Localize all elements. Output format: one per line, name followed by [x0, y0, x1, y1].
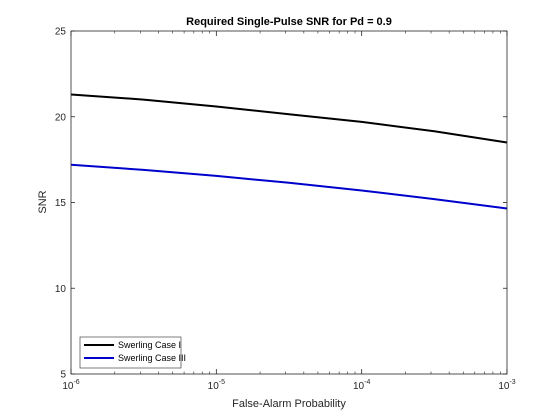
- y-tick-label: 20: [55, 112, 67, 123]
- y-tick-label: 15: [55, 198, 67, 209]
- x-tick-label: 10-5: [208, 379, 225, 392]
- y-axis-label: SNR: [37, 190, 49, 213]
- x-tick-label: 10-6: [62, 379, 79, 392]
- legend-label-swerling-1: Swerling Case I: [118, 340, 181, 350]
- plot-frame: [70, 30, 508, 375]
- y-tick-label: 10: [55, 284, 67, 295]
- x-tick-label: 10-4: [353, 379, 370, 392]
- series-line-2: [70, 163, 508, 210]
- y-tick-label: 5: [60, 370, 66, 381]
- plot-area: [71, 31, 507, 374]
- series-layer: [70, 93, 508, 210]
- chart-title: Required Single-Pulse SNR for Pd = 0.9: [186, 16, 392, 28]
- x-axis-label: False-Alarm Probability: [232, 398, 346, 410]
- series-line-1: [70, 93, 508, 144]
- y-tick-label: 25: [55, 27, 67, 38]
- x-tick-label: 10-3: [498, 379, 515, 392]
- legend-label-swerling-3: Swerling Case III: [118, 353, 186, 363]
- legend: Swerling Case I Swerling Case III: [79, 336, 186, 369]
- legend-box: [79, 336, 182, 369]
